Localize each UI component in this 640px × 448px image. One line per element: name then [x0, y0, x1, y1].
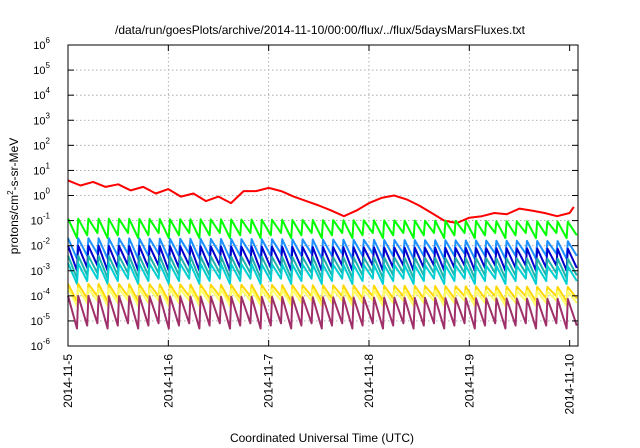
y-tick-label: 106	[33, 36, 50, 52]
series-line-9	[67, 294, 578, 330]
chart-title: /data/run/goesPlots/archive/2014-11-10/0…	[115, 23, 526, 37]
y-tick-exp: -3	[43, 262, 51, 271]
y-tick-base: 10	[33, 165, 45, 177]
y-tick-label: 10-6	[31, 337, 51, 353]
series-lines	[67, 179, 578, 330]
y-tick-exp: 4	[46, 86, 51, 95]
y-tick-exp: 3	[46, 111, 51, 120]
y-tick-base: 10	[33, 191, 45, 203]
y-tick-base: 10	[31, 241, 43, 253]
y-tick-label: 10-5	[31, 312, 51, 328]
y-tick-base: 10	[31, 266, 43, 278]
x-tick-label: 2014-11-10	[563, 354, 577, 415]
y-tick-exp: 5	[46, 61, 51, 70]
y-tick-base: 10	[33, 40, 45, 52]
series-line-2	[67, 217, 578, 240]
y-tick-label: 10-2	[31, 237, 51, 253]
y-tick-base: 10	[33, 65, 45, 77]
y-tick-label: 105	[33, 61, 50, 77]
y-tick-base: 10	[31, 316, 43, 328]
x-tick-label: 2014-11-6	[161, 354, 175, 408]
y-label-text: protons/cm	[7, 195, 21, 254]
y-label-rest: -s-sr-MeV	[7, 138, 21, 191]
y-axis-label: protons/cm2-s-sr-MeV	[6, 138, 21, 254]
y-tick-label: 102	[33, 136, 50, 152]
series-line-6	[67, 262, 578, 285]
y-tick-label: 101	[33, 161, 50, 177]
y-tick-exp: -4	[43, 287, 51, 296]
y-tick-label: 100	[33, 187, 50, 203]
y-tick-label: 103	[33, 111, 50, 127]
x-axis-label: Coordinated Universal Time (UTC)	[230, 431, 414, 445]
y-tick-base: 10	[33, 140, 45, 152]
x-tick-label: 2014-11-8	[362, 354, 376, 408]
y-tick-label: 10-4	[31, 287, 51, 303]
y-tick-base: 10	[31, 341, 43, 353]
y-tick-exp: 6	[46, 36, 51, 45]
y-tick-label: 10-1	[31, 212, 51, 228]
y-tick-exp: -1	[43, 212, 51, 221]
y-axis: 10-610-510-410-310-210-11001011021031041…	[31, 36, 578, 353]
y-tick-exp: -5	[43, 312, 51, 321]
y-tick-exp: 0	[46, 187, 51, 196]
x-tick-label: 2014-11-7	[262, 354, 276, 408]
y-tick-exp: 1	[46, 161, 51, 170]
x-tick-label: 2014-11-5	[61, 354, 75, 408]
y-tick-label: 10-3	[31, 262, 51, 278]
series-line-1	[67, 179, 575, 224]
y-tick-base: 10	[31, 291, 43, 303]
y-label-sup: 2	[6, 190, 15, 195]
y-tick-base: 10	[33, 115, 45, 127]
y-tick-exp: -6	[43, 337, 51, 346]
y-tick-exp: 2	[46, 136, 51, 145]
x-tick-label: 2014-11-9	[462, 354, 476, 408]
y-tick-base: 10	[33, 90, 45, 102]
y-tick-exp: -2	[43, 237, 51, 246]
x-axis: 2014-11-5 2014-11-6 2014-11-7 2014-11-8 2014…	[61, 45, 577, 415]
y-tick-base: 10	[31, 216, 43, 228]
y-tick-label: 104	[33, 86, 50, 102]
